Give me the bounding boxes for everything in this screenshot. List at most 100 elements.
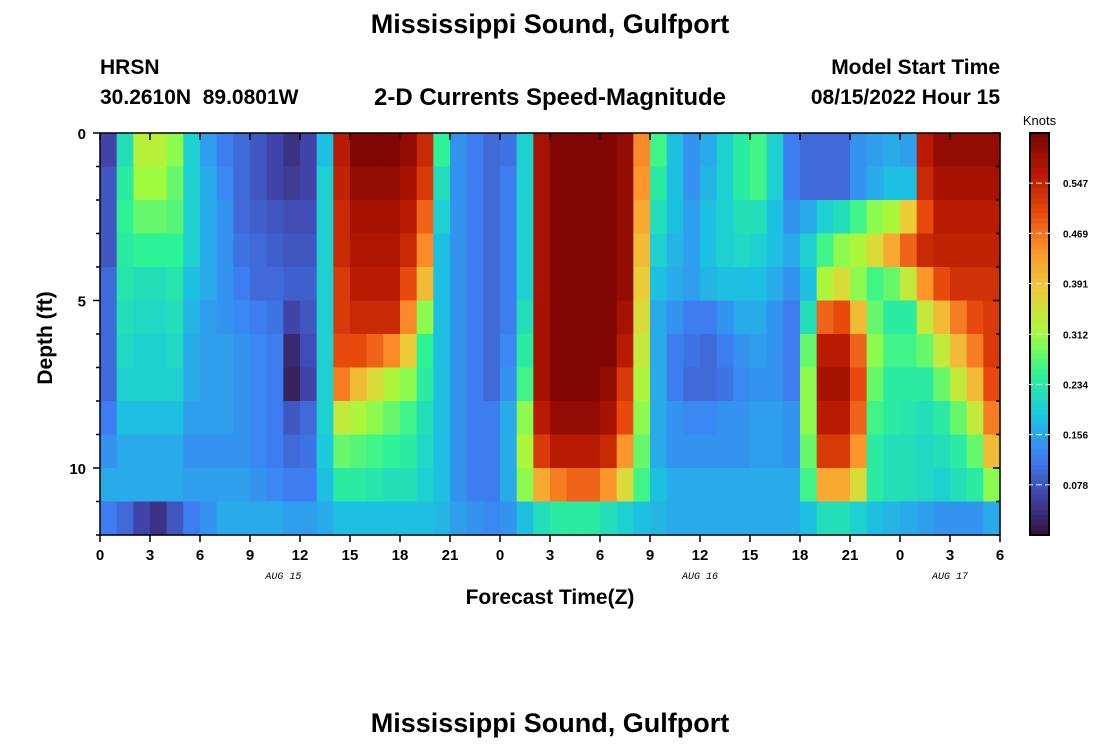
heatmap-cell [266, 334, 284, 369]
heatmap-cell [500, 300, 518, 335]
heatmap-cell [416, 300, 434, 335]
heatmap-cell [200, 267, 218, 302]
heatmap-cell [750, 166, 768, 201]
colorbar-swatch [1030, 484, 1049, 491]
heatmap-cell [533, 233, 551, 268]
heatmap-cell [916, 401, 934, 436]
chart-title: Mississippi Sound, Gulfport [370, 9, 730, 39]
heatmap-cell [816, 200, 834, 235]
station-coordinates: 30.2610N 89.0801W [100, 86, 299, 109]
heatmap-cell [150, 267, 168, 302]
heatmap-cell [733, 501, 751, 536]
heatmap-cell [950, 133, 968, 168]
colorbar-swatch [1030, 464, 1049, 471]
colorbar-swatch [1030, 504, 1049, 511]
heatmap-cell [233, 501, 251, 536]
model-start-value: 08/15/2022 Hour 15 [810, 86, 1000, 109]
heatmap-cell [350, 166, 368, 201]
colorbar-swatch [1030, 449, 1049, 456]
heatmap-cell [683, 401, 701, 436]
heatmap-cell [650, 233, 668, 268]
heatmap-cell [600, 267, 618, 302]
heatmap-cell [583, 200, 601, 235]
heatmap-cell [316, 300, 334, 335]
heatmap-cell [566, 233, 584, 268]
heatmap-cell [750, 434, 768, 469]
heatmap-cell [233, 166, 251, 201]
heatmap-cell [550, 133, 568, 168]
heatmap-cell [150, 401, 168, 436]
colorbar-swatch [1030, 233, 1049, 240]
heatmap-cell [666, 468, 684, 503]
heatmap-cell [633, 401, 651, 436]
heatmap-cell [283, 166, 301, 201]
heatmap-cell [933, 401, 951, 436]
heatmap-cell [983, 401, 1001, 436]
heatmap-cell [266, 367, 284, 402]
heatmap-cell [283, 300, 301, 335]
heatmap-cell [666, 401, 684, 436]
heatmap-cell [983, 501, 1001, 536]
heatmap-cell [816, 468, 834, 503]
heatmap-cell [883, 267, 901, 302]
heatmap-cell [250, 267, 268, 302]
heatmap-cell [750, 501, 768, 536]
heatmap-cell [383, 434, 401, 469]
heatmap-cell [150, 166, 168, 201]
heatmap-cell [700, 401, 718, 436]
heatmap-cell [300, 401, 318, 436]
heatmap-cell [883, 401, 901, 436]
heatmap-cell [300, 367, 318, 402]
heatmap-cell [733, 367, 751, 402]
heatmap-cell [466, 233, 484, 268]
heatmap-cell [233, 468, 251, 503]
heatmap-cell [566, 468, 584, 503]
heatmap-cell [166, 233, 184, 268]
heatmap-cell [950, 401, 968, 436]
heatmap-cell [800, 267, 818, 302]
heatmap-cell [100, 468, 118, 503]
heatmap-cell [766, 434, 784, 469]
heatmap-cell [816, 401, 834, 436]
colorbar-swatch [1030, 313, 1049, 320]
heatmap-cell [650, 367, 668, 402]
heatmap-cell [533, 367, 551, 402]
heatmap-cell [366, 501, 384, 536]
heatmap-cell [733, 334, 751, 369]
heatmap-cells [100, 133, 1001, 536]
heatmap-cell [400, 133, 418, 168]
heatmap-cell [666, 267, 684, 302]
heatmap-cell [383, 200, 401, 235]
colorbar-swatch [1030, 293, 1049, 300]
heatmap-cell [116, 166, 134, 201]
heatmap-cell [350, 233, 368, 268]
heatmap-cell [133, 434, 151, 469]
heatmap-cell [616, 334, 634, 369]
heatmap-cell [983, 200, 1001, 235]
x-tick-label: 21 [442, 547, 459, 564]
heatmap-cell [116, 267, 134, 302]
heatmap-cell [816, 434, 834, 469]
colorbar-swatch [1030, 273, 1049, 280]
heatmap-cell [183, 300, 201, 335]
heatmap-cell [533, 434, 551, 469]
colorbar-swatch [1030, 414, 1049, 421]
heatmap-cell [683, 334, 701, 369]
heatmap-cell [683, 133, 701, 168]
heatmap-cell [616, 200, 634, 235]
heatmap-cell [533, 300, 551, 335]
heatmap-cell [333, 468, 351, 503]
x-tick-label: 15 [342, 547, 359, 564]
heatmap-cell [816, 300, 834, 335]
heatmap-cell [666, 367, 684, 402]
heatmap-cell [500, 166, 518, 201]
colorbar-swatch [1030, 228, 1049, 235]
heatmap-cell [666, 166, 684, 201]
heatmap-cell [533, 267, 551, 302]
heatmap-cell [800, 501, 818, 536]
heatmap-cell [300, 468, 318, 503]
heatmap-cell [933, 367, 951, 402]
heatmap-cell [633, 434, 651, 469]
heatmap-cell [316, 267, 334, 302]
heatmap-cell [900, 166, 918, 201]
